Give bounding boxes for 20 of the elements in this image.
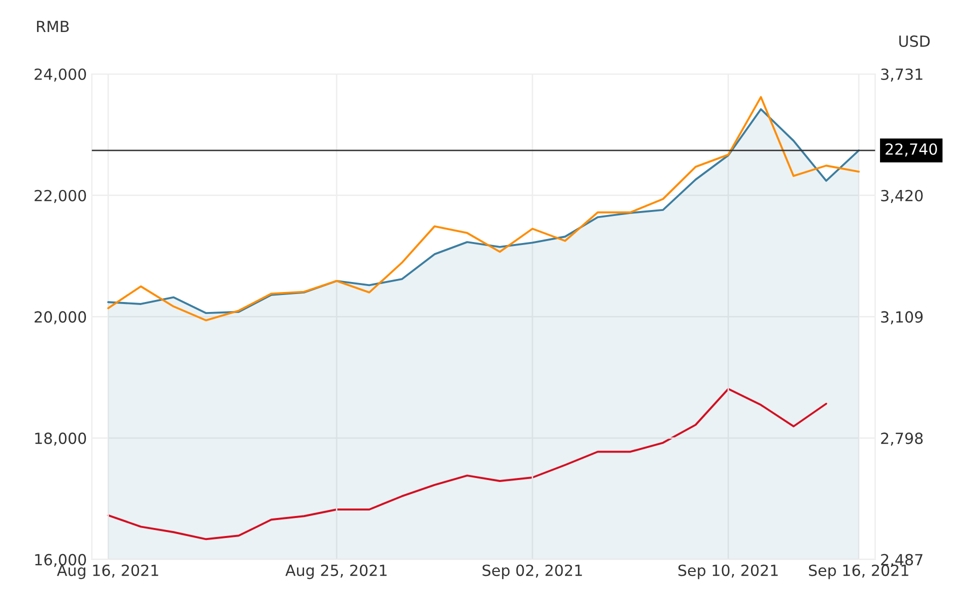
y-tick-label: 24,000 <box>34 68 86 82</box>
y2-axis-title: USD <box>899 35 930 47</box>
y-tick-label: 18,000 <box>35 432 86 446</box>
y-tick-label: 22,000 <box>34 190 86 203</box>
y-tick-label: 16,000 <box>35 554 86 568</box>
ref-line-label: 22,740 <box>886 143 937 156</box>
x-tick-label: Aug 25, 2021 <box>285 564 387 580</box>
y2-tick-label: 3,731 <box>881 68 922 82</box>
x-tick-label: Sep 16, 2021 <box>808 564 908 580</box>
y-tick-label: 20,000 <box>34 311 86 324</box>
y2-tick-label: 2,487 <box>881 554 922 568</box>
y-axis-title: RMB <box>37 20 69 32</box>
y2-tick-label: 2,798 <box>881 432 923 446</box>
y2-tick-label: 3,420 <box>881 190 923 203</box>
y2-tick-label: 3,109 <box>881 311 923 324</box>
x-tick-label: Sep 10, 2021 <box>678 564 778 580</box>
line-series <box>107 96 860 322</box>
x-tick-label: Aug 16, 2021 <box>56 564 158 580</box>
line-series <box>107 388 828 540</box>
x-tick-label: Sep 02, 2021 <box>482 564 582 580</box>
